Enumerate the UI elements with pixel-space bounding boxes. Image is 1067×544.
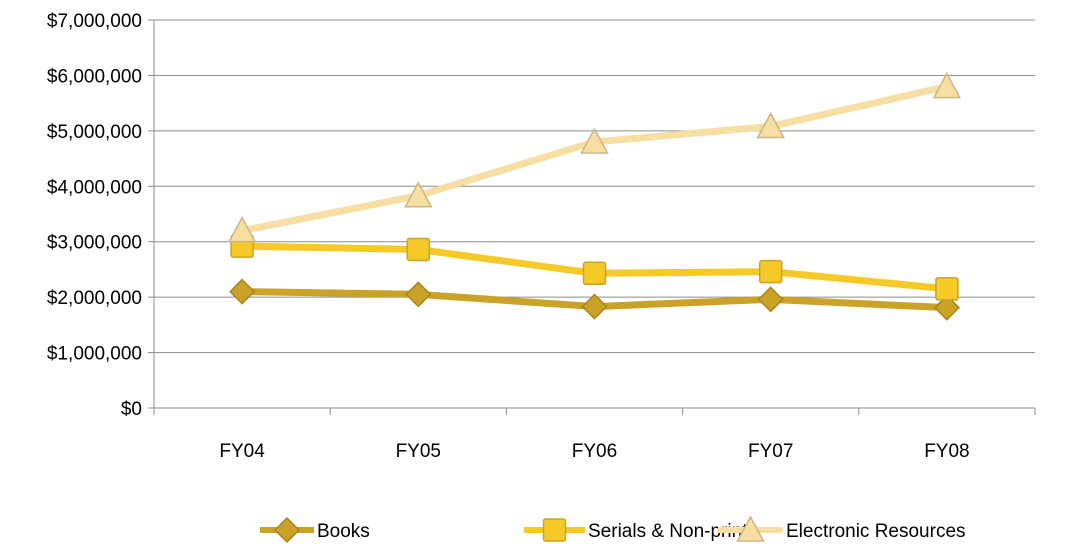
legend-swatch-marker	[273, 516, 301, 544]
legend: Books Serials & Non-print Electronic Resou…	[260, 515, 966, 544]
data-point	[933, 294, 960, 321]
legend-swatch-marker	[542, 518, 567, 542]
y-tick-label: $7,000,000	[47, 11, 142, 32]
legend-label: Electronic Resources	[786, 521, 966, 542]
axes: $0 $1,000,000 $2,000,000 $3,000,000 $4,000,0…	[47, 11, 1036, 462]
x-tick-label: FY08	[924, 441, 969, 462]
legend-item: Books	[260, 516, 370, 544]
legend-label: Books	[317, 521, 370, 542]
legend-item: Electronic Resources	[718, 515, 966, 542]
data-point	[756, 111, 785, 139]
data-point	[227, 216, 257, 243]
data-point	[935, 277, 959, 301]
data-point	[406, 237, 431, 262]
y-tick-label: $0	[121, 399, 142, 420]
y-tick-label: $2,000,000	[47, 288, 142, 309]
series-serials-non-print	[230, 234, 959, 301]
y-tick-label: $5,000,000	[47, 122, 142, 143]
x-tick-label: FY07	[748, 441, 793, 462]
x-tick-label: FY04	[219, 441, 265, 462]
x-tick-label: FY06	[572, 441, 617, 462]
legend-swatch-marker	[736, 515, 765, 542]
series-lines	[227, 71, 962, 321]
data-point	[582, 261, 607, 286]
data-point	[757, 286, 784, 313]
data-point	[580, 127, 609, 154]
x-tick-label: FY05	[396, 441, 441, 462]
data-point	[404, 181, 433, 208]
series-books	[229, 278, 960, 321]
legend-item: Serials & Non-print	[524, 518, 748, 542]
data-point	[405, 281, 432, 308]
y-tick-label: $1,000,000	[47, 344, 142, 365]
y-tick-label: $3,000,000	[47, 233, 142, 254]
data-point	[581, 293, 608, 320]
data-point	[758, 259, 783, 284]
data-point	[932, 71, 962, 99]
y-tick-label: $4,000,000	[47, 177, 142, 198]
series-electronic-resources	[227, 71, 962, 243]
legend-label: Serials & Non-print	[588, 521, 748, 542]
y-tick-label: $6,000,000	[47, 66, 142, 87]
series-line	[238, 83, 951, 235]
data-point	[229, 278, 256, 305]
